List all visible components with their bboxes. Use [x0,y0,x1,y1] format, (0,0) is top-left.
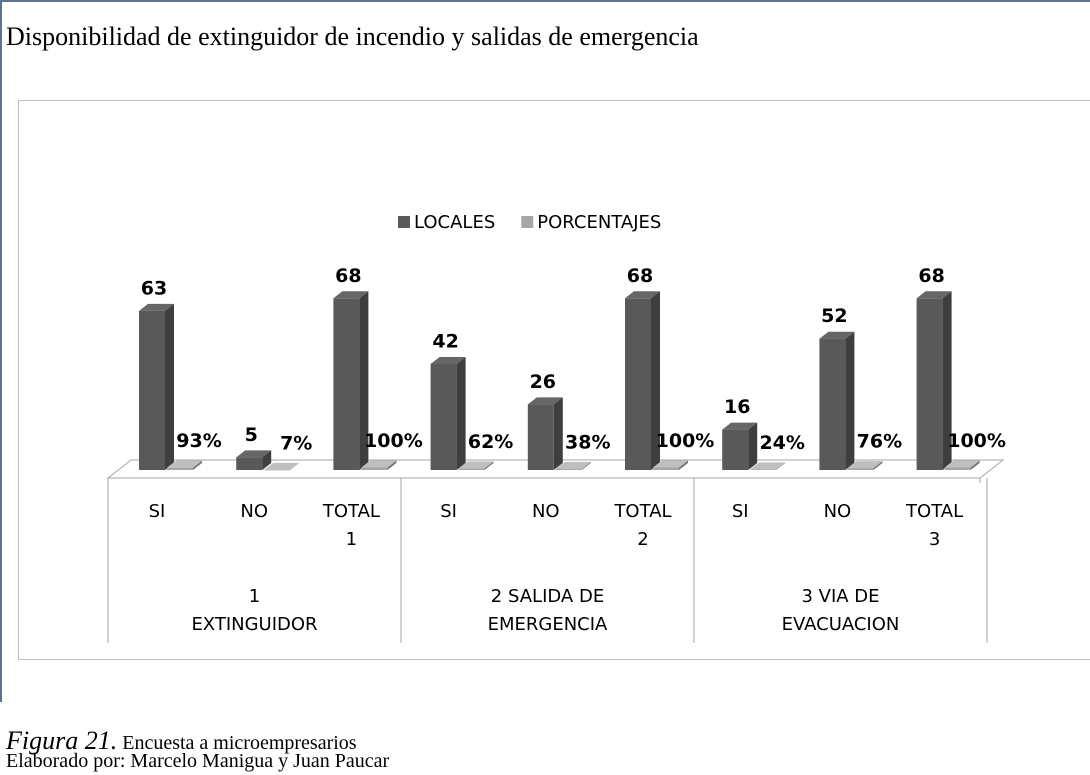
bar-side [679,460,688,470]
bar [555,469,582,470]
x-tick-label: NO [823,501,852,522]
bar-top [333,291,369,299]
data-label: 42 [432,330,458,352]
x-tick-label: NO [531,501,560,522]
bar-side [873,461,883,470]
bar-top [750,462,786,470]
x-tick-label: SI [148,501,166,522]
bar-side [165,303,174,470]
x-tick-label: TOTAL 1 [322,501,380,550]
data-label: 93% [176,430,221,452]
x-tick-label: TOTAL 2 [614,501,672,550]
bar-side [193,460,202,470]
bar [167,467,193,470]
bar-top [361,460,397,468]
bar [527,404,554,470]
bar [944,467,971,470]
bar [847,468,874,470]
bar-top [236,450,272,458]
bar-top [847,461,883,469]
bar-top [819,331,855,339]
data-label: 76% [857,431,902,453]
data-label: 16 [724,396,750,418]
bar-top [722,422,758,430]
legend-swatch [521,216,534,228]
bar-top [458,461,494,469]
bar [430,363,457,470]
legend-label: PORCENTAJES [537,212,661,233]
data-label: 63 [141,277,167,299]
bar-side [776,462,786,470]
bar [236,457,263,470]
data-label: 100% [947,430,1006,452]
data-label: 68 [627,265,653,287]
bar-side [651,291,660,470]
bar-top [625,291,660,299]
figure-text: Encuesta a microempresarios [122,732,357,754]
bar [750,469,777,470]
bar-top [167,460,202,468]
data-label: 5 [245,424,258,446]
data-label: 52 [821,305,847,327]
bar-side [581,462,591,470]
document-title: Disponibilidad de extinguidor de incendi… [6,22,699,51]
group-label: 3 VIA DE EVACUACION [781,586,900,635]
data-label: 38% [565,432,610,454]
legend-label: LOCALES [414,212,495,233]
data-label: 62% [468,431,513,453]
legend-swatch [398,216,410,228]
data-label: 26 [530,371,556,393]
credit: Elaborado por: Marcelo Manigua y Juan Pa… [6,750,390,772]
bar-top [944,460,980,468]
data-label: 24% [759,432,804,454]
bar-top [916,291,952,299]
bar-side [456,356,466,470]
data-label: 68 [335,265,361,287]
bar-top [527,397,563,405]
bar-side [359,291,369,470]
bar-top [264,462,300,470]
bar-side [484,461,494,470]
x-tick-label: NO [240,501,268,522]
bar [653,467,679,470]
x-tick-label: SI [440,501,457,522]
bar-side [290,462,300,470]
document-frame [0,0,1090,702]
data-label: 68 [918,265,944,287]
chart-area [18,100,1090,660]
bar-side [748,422,758,470]
bar [819,338,846,470]
bar-top [653,460,688,468]
bar-side [262,450,272,470]
group-label: 2 SALIDA DE EMERGENCIA [487,586,608,635]
data-label: 100% [364,430,423,452]
x-tick-label: SI [731,501,749,522]
bar-top [555,462,591,470]
bar [458,468,485,470]
bar-side [553,397,563,470]
bar-side [845,331,855,470]
group-label: 1 EXTINGUIDOR [191,586,318,635]
bar [264,469,291,471]
bar-side [387,460,397,470]
data-label: 7% [280,432,312,454]
bar [916,298,943,470]
x-tick-label: TOTAL 3 [906,501,964,550]
bar [361,467,388,470]
data-label: 100% [656,430,715,452]
bar [722,429,749,470]
bar [139,310,165,470]
bar-side [942,291,952,470]
bar-top [139,303,174,311]
bar [333,298,360,470]
bar [625,298,651,470]
caption: Figura 21. Encuesta a microempresarios [6,726,357,756]
bar-side [970,460,980,470]
figure-label: Figura 21. [6,726,118,755]
bar-top [430,356,466,364]
